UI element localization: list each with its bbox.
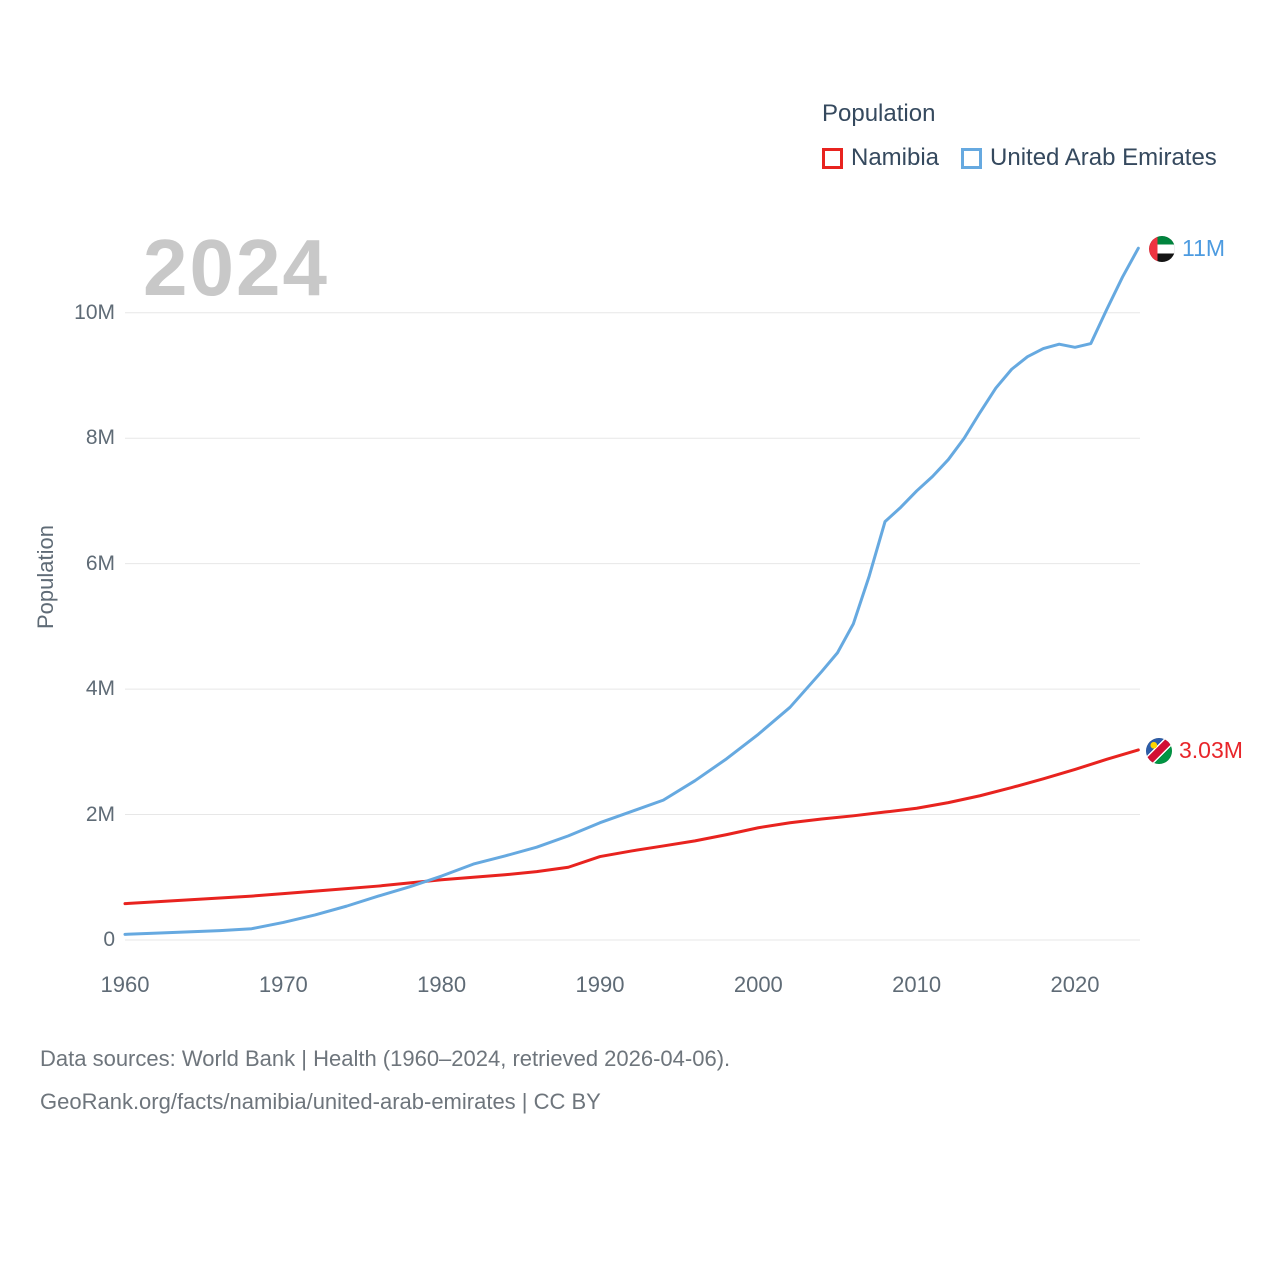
x-tick-label: 1960 xyxy=(100,972,150,997)
footer: Data sources: World Bank | Health (1960–… xyxy=(40,1046,730,1115)
x-tick-label: 1980 xyxy=(417,972,467,997)
x-tick-label: 1990 xyxy=(575,972,625,997)
uae-flag-icon xyxy=(1149,235,1175,262)
legend-items: Namibia United Arab Emirates xyxy=(822,144,1217,172)
namibia-flag-icon xyxy=(1146,737,1172,764)
x-tick-label: 2010 xyxy=(892,972,942,997)
legend-label-uae: United Arab Emirates xyxy=(990,144,1217,171)
namibia-end-label: 3.03M xyxy=(1146,737,1243,764)
uae-end-value: 11M xyxy=(1182,235,1226,261)
legend: Population Namibia United Arab Emirates xyxy=(822,100,1217,172)
footer-attribution-link[interactable]: GeoRank.org/facts/namibia/united-arab-em… xyxy=(40,1089,601,1114)
y-tick-label: 8M xyxy=(85,426,115,450)
y-tick-label: 6M xyxy=(85,551,115,575)
y-tick-label: 0 xyxy=(103,928,115,951)
x-tick-label: 2020 xyxy=(1050,972,1100,997)
x-tick-label: 2000 xyxy=(733,972,783,997)
namibia-series-swatch-icon xyxy=(822,147,843,169)
watermark-year: 2024 xyxy=(143,223,329,312)
y-tick-label: 2M xyxy=(85,802,115,826)
y-tick-label: 10M xyxy=(74,300,115,324)
line-united-arab-emirates[interactable] xyxy=(123,246,1140,936)
footer-data-sources: Data sources: World Bank | Health (1960–… xyxy=(40,1046,731,1071)
uae-series-swatch-icon xyxy=(961,147,983,169)
legend-label-namibia: Namibia xyxy=(851,144,940,171)
y-axis-title: Population xyxy=(33,525,58,629)
legend-item-namibia[interactable]: Namibia xyxy=(822,144,939,172)
line-namibia[interactable] xyxy=(123,748,1140,906)
y-tick-label: 4M xyxy=(85,677,115,701)
uae-end-label: 11M xyxy=(1149,235,1225,262)
legend-item-uae[interactable]: United Arab Emirates xyxy=(961,144,1217,172)
x-tick-label: 1970 xyxy=(258,972,308,997)
legend-title: Population xyxy=(822,100,936,127)
namibia-end-value: 3.03M xyxy=(1179,737,1243,763)
